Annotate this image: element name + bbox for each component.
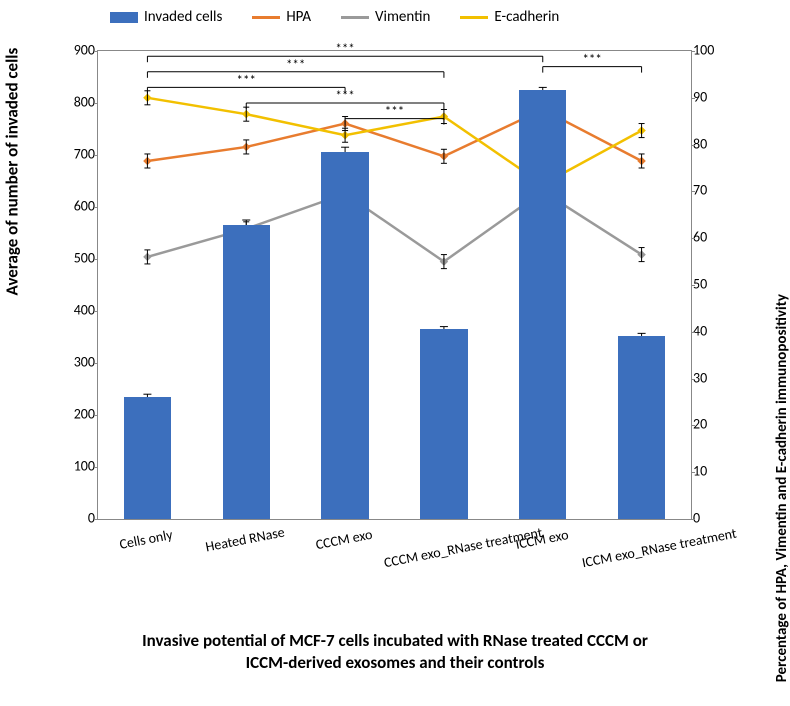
tick-mark [691, 332, 695, 333]
bar [223, 225, 270, 519]
svg-text:***: *** [335, 89, 354, 104]
bar [618, 336, 665, 519]
tick-mark [691, 98, 695, 99]
legend-item: Invaded cells [110, 8, 222, 26]
tick-mark [691, 51, 695, 52]
legend-item: HPA [252, 8, 311, 26]
tick-mark [94, 467, 98, 468]
tick-mark [94, 103, 98, 104]
tick-mark [94, 155, 98, 156]
y-tick-right: 0 [693, 510, 700, 527]
y-axis-right-ticks: 0102030405060708090100 [693, 50, 728, 518]
y-tick-left: 200 [74, 406, 95, 423]
y-axis-left-label: Average of number of invaded cells [2, 48, 23, 296]
y-tick-left: 700 [74, 146, 95, 163]
plot-area: ****************** [97, 50, 692, 520]
tick-mark [94, 311, 98, 312]
x-axis-title: Invasive potential of MCF-7 cells incuba… [0, 630, 790, 674]
tick-mark [94, 259, 98, 260]
tick-mark [691, 285, 695, 286]
tick-mark [94, 415, 98, 416]
tick-mark [94, 519, 98, 520]
legend-item: E-cadherin [460, 8, 559, 26]
legend-label: Invaded cells [144, 8, 222, 26]
y-tick-left: 500 [74, 250, 95, 267]
tick-mark [691, 519, 695, 520]
bar [519, 90, 566, 519]
y-tick-left: 900 [74, 42, 95, 59]
legend-label: HPA [286, 8, 311, 26]
bar [124, 397, 171, 519]
y-tick-left: 100 [74, 458, 95, 475]
bar [420, 329, 467, 519]
legend: Invaded cells HPA Vimentin E-cadherin [110, 8, 559, 26]
svg-text:***: *** [582, 53, 601, 68]
y-tick-left: 800 [74, 94, 95, 111]
tick-mark [94, 207, 98, 208]
tick-mark [691, 191, 695, 192]
y-axis-right-label: Percentage of HPA, Vimentin and E-cadher… [773, 294, 790, 682]
y-tick-left: 600 [74, 198, 95, 215]
y-tick-right: 70 [693, 182, 707, 199]
tick-mark [691, 425, 695, 426]
line-series-svg: ****************** [98, 51, 691, 519]
legend-label: Vimentin [375, 8, 430, 26]
svg-text:***: *** [385, 105, 404, 120]
legend-swatch [110, 12, 138, 23]
tick-mark [94, 363, 98, 364]
tick-mark [94, 51, 98, 52]
legend-swatch [341, 16, 369, 19]
y-tick-left: 0 [88, 510, 95, 527]
y-tick-left: 400 [74, 302, 95, 319]
x-axis-labels: Cells onlyHeated RNaseCCCM exoCCCM exo_R… [97, 525, 690, 615]
tick-mark [691, 472, 695, 473]
tick-mark [691, 379, 695, 380]
bar [321, 152, 368, 519]
tick-mark [691, 145, 695, 146]
legend-label: E-cadherin [494, 8, 559, 26]
legend-swatch [252, 16, 280, 19]
x-axis-title-line2: ICCM-derived exosomes and their controls [246, 652, 545, 673]
svg-text:***: *** [237, 73, 256, 88]
y-tick-right: 10 [693, 463, 707, 480]
y-axis-left-ticks: 0100200300400500600700800900 [60, 50, 95, 518]
chart-container: Invaded cells HPA Vimentin E-cadherin Avera… [0, 0, 790, 706]
y-tick-right: 40 [693, 322, 707, 339]
y-tick-right: 50 [693, 276, 707, 293]
y-tick-right: 90 [693, 88, 707, 105]
y-tick-right: 60 [693, 229, 707, 246]
y-tick-right: 20 [693, 416, 707, 433]
svg-text:***: *** [335, 42, 354, 57]
svg-text:***: *** [286, 58, 305, 73]
legend-item: Vimentin [341, 8, 430, 26]
y-tick-right: 30 [693, 369, 707, 386]
tick-mark [691, 238, 695, 239]
y-tick-right: 80 [693, 135, 707, 152]
x-axis-title-line1: Invasive potential of MCF-7 cells incuba… [142, 630, 648, 651]
y-tick-right: 100 [693, 42, 714, 59]
x-tick-label: ICCM exo_RNase treatment [580, 532, 701, 572]
legend-swatch [460, 16, 488, 19]
y-tick-left: 300 [74, 354, 95, 371]
